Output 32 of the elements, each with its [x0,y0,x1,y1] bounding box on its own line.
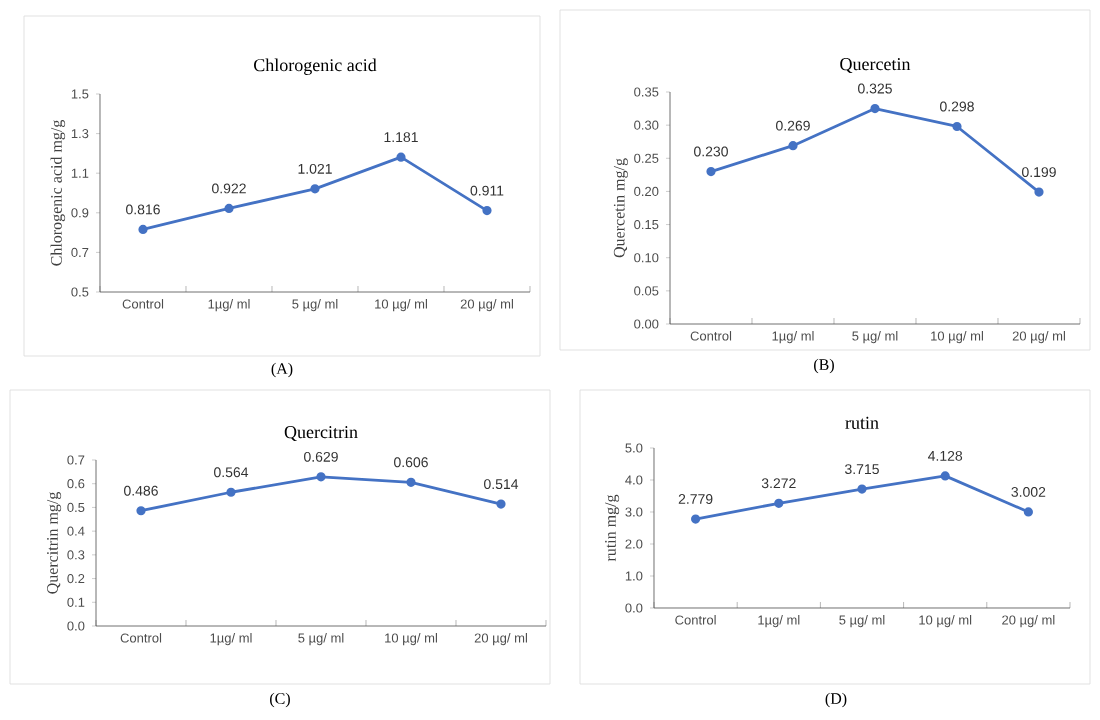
y-axis-title: Chlorogenic acid mg/g [50,119,66,266]
point [870,103,880,114]
chart-title: Quercitrin [284,426,358,441]
chart-title: rutin [845,416,879,429]
point [496,499,506,509]
point [310,184,320,194]
y-axis-title: Quercetin mg/g [613,158,628,258]
point [774,498,784,508]
point [138,224,148,235]
text: (B) [814,358,834,374]
point [406,477,416,487]
point [857,484,867,494]
point [396,152,406,162]
point [136,506,146,516]
point [224,203,234,214]
point [706,166,716,177]
point [691,514,701,524]
point [482,206,492,216]
y-axis-title: Quercitrin mg/g [47,491,62,594]
point [788,141,798,151]
point [1034,187,1044,197]
point [316,472,326,482]
y-axis-title: rutin mg/g [605,494,620,562]
chart-title: Quercetin [840,58,911,73]
text: (C) [270,692,290,708]
point [226,487,236,497]
point [952,121,962,132]
text: (D) [825,692,847,708]
chart-title: Chlorogenic acid [254,58,377,75]
text: (A) [271,362,293,378]
point [940,471,950,481]
point [1023,507,1033,517]
